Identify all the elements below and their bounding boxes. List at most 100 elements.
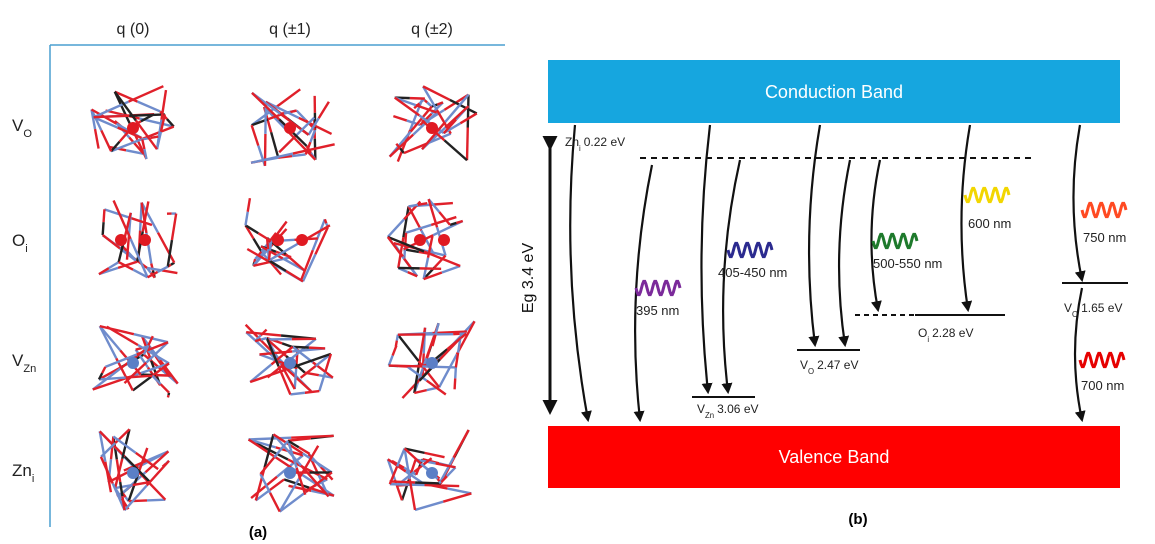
conduction-band-label: Conduction Band	[765, 82, 903, 102]
bond	[389, 366, 423, 367]
bond	[409, 205, 418, 207]
label-energy: 0.22 eV	[584, 135, 625, 149]
bond	[168, 395, 169, 397]
bond	[467, 127, 468, 160]
bond	[389, 356, 393, 366]
label-sub: i	[25, 243, 27, 255]
structure	[93, 326, 178, 397]
structure	[389, 321, 475, 398]
panel-b: Conduction Band Valence Band Eg 3.4 eV (…	[520, 60, 1128, 528]
label-main: V	[1064, 301, 1072, 315]
structure	[251, 89, 335, 166]
atom	[426, 467, 438, 479]
label-energy: 2.28 eV	[932, 326, 973, 340]
label-sub: O	[808, 367, 814, 376]
row-label: Zni	[12, 461, 34, 485]
atom	[127, 467, 139, 479]
bond	[292, 154, 306, 156]
bond	[427, 102, 432, 106]
structure	[388, 430, 472, 510]
bond	[404, 259, 410, 268]
bond	[444, 140, 467, 160]
structure	[390, 86, 477, 161]
bond	[455, 378, 456, 389]
level-label: VZn3.06 eV	[697, 402, 759, 420]
bond	[279, 135, 297, 152]
bond	[137, 102, 160, 112]
bond	[390, 484, 425, 485]
label-main: V	[12, 351, 24, 370]
atom	[438, 234, 450, 246]
bond	[468, 95, 469, 128]
bond	[102, 367, 105, 373]
bond	[270, 241, 271, 251]
bond	[104, 209, 105, 222]
bond	[161, 384, 169, 393]
structure	[100, 429, 169, 510]
photon	[636, 281, 680, 294]
bond	[101, 130, 111, 151]
bond	[409, 206, 422, 230]
bond	[258, 233, 271, 241]
bond	[172, 214, 176, 241]
label-energy: 3.06 eV	[717, 402, 758, 416]
transition-arrow	[701, 125, 710, 392]
bond	[415, 482, 441, 483]
bond	[251, 154, 293, 163]
structure	[249, 434, 334, 511]
column-header: q (±2)	[411, 21, 453, 38]
bond	[95, 129, 99, 149]
bond	[410, 98, 425, 99]
bond	[104, 209, 128, 217]
bond	[147, 500, 165, 501]
bond	[290, 393, 304, 395]
atom	[426, 357, 438, 369]
label-main: Zn	[565, 135, 579, 149]
bond	[397, 335, 398, 341]
bond	[150, 137, 158, 138]
bond	[455, 367, 456, 378]
bond	[439, 481, 440, 483]
caption: (a)	[249, 524, 267, 541]
structure	[245, 198, 329, 281]
emission-label: 405-450 nm	[718, 265, 787, 280]
label-main: O	[12, 231, 25, 250]
bond	[94, 116, 130, 117]
atom	[127, 122, 139, 134]
bond	[448, 489, 472, 494]
bond	[325, 219, 326, 223]
structure	[246, 325, 333, 395]
bond	[252, 125, 259, 145]
column-header: q (0)	[117, 21, 150, 38]
bond	[128, 86, 163, 102]
bond	[142, 139, 144, 149]
photon	[965, 188, 1009, 201]
bond	[269, 251, 270, 261]
bond	[120, 132, 128, 142]
label-sub: Zn	[23, 363, 36, 375]
bond	[249, 438, 292, 440]
atom	[296, 234, 308, 246]
valence-band-label: Valence Band	[779, 447, 890, 467]
atom	[284, 357, 296, 369]
label-energy: 1.65 eV	[1081, 301, 1122, 315]
bond	[280, 492, 306, 512]
structure	[92, 86, 174, 159]
atom	[426, 122, 438, 134]
bond	[162, 270, 177, 273]
label-sub: O	[23, 128, 32, 140]
label-sub: Zn	[705, 411, 714, 420]
bond	[309, 348, 325, 349]
caption: (b)	[848, 511, 867, 528]
transition-arrow	[839, 160, 850, 345]
emission-label: 750 nm	[1083, 230, 1126, 245]
emission-label: 600 nm	[968, 216, 1011, 231]
row-label: Oi	[12, 231, 28, 255]
bond	[415, 502, 443, 510]
atom	[284, 467, 296, 479]
transition-arrow	[570, 125, 588, 420]
label-sub: i	[927, 335, 929, 344]
column-header: q (±1)	[269, 21, 311, 38]
